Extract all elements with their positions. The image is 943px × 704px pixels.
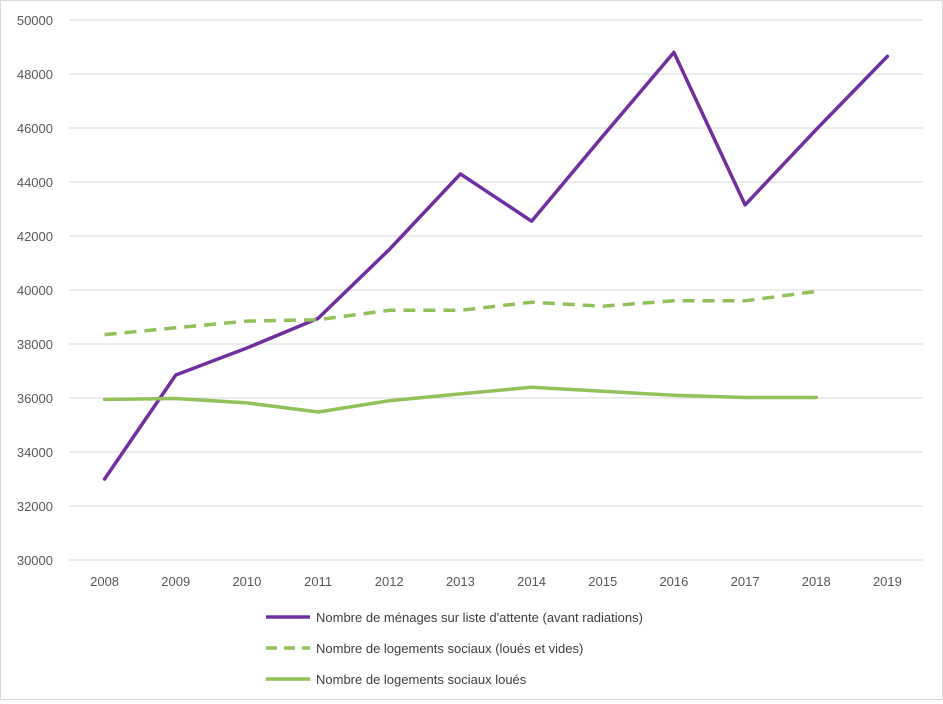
y-tick-label-42000: 42000 [17, 229, 53, 244]
gridlines [69, 19, 923, 561]
y-tick-label-34000: 34000 [17, 445, 53, 460]
y-tick-label-48000: 48000 [17, 67, 53, 82]
x-tick-label-2008: 2008 [90, 574, 119, 589]
legend: Nombre de ménages sur liste d'attente (a… [266, 610, 643, 687]
legend-label-2: Nombre de logements sociaux (loués et vi… [316, 641, 583, 656]
y-tick-label-40000: 40000 [17, 283, 53, 298]
legend-label-3: Nombre de logements sociaux loués [316, 672, 527, 687]
y-tick-label-44000: 44000 [17, 175, 53, 190]
x-tick-label-2011: 2011 [304, 574, 332, 589]
y-axis-tick-labels: 30000 32000 34000 36000 38000 40000 42000 44000… [17, 13, 53, 568]
series-line-1 [102, 50, 890, 481]
y-tick-label-30000: 30000 [17, 553, 53, 568]
y-tick-label-46000: 46000 [17, 121, 53, 136]
y-tick-label-50000: 50000 [17, 13, 53, 28]
x-tick-label-2010: 2010 [232, 574, 261, 589]
y-tick-label-36000: 36000 [17, 391, 53, 406]
y-tick-label-32000: 32000 [17, 499, 53, 514]
x-tick-label-2015: 2015 [588, 574, 617, 589]
x-axis-tick-labels: 2008 2009 2010 2011 2012 2013 2014 2015 2016 2017… [90, 574, 902, 589]
y-tick-label-38000: 38000 [17, 337, 53, 352]
legend-label-1: Nombre de ménages sur liste d'attente (a… [316, 610, 643, 625]
x-tick-label-2014: 2014 [517, 574, 546, 589]
x-tick-label-2016: 2016 [659, 574, 688, 589]
x-tick-label-2017: 2017 [731, 574, 760, 589]
series-lines [102, 50, 890, 481]
x-tick-label-2019: 2019 [873, 574, 902, 589]
x-tick-label-2018: 2018 [802, 574, 831, 589]
series-line-3 [102, 385, 819, 414]
x-tick-label-2013: 2013 [446, 574, 475, 589]
x-tick-label-2009: 2009 [161, 574, 190, 589]
series-line-2 [104, 289, 817, 337]
x-tick-label-2012: 2012 [375, 574, 404, 589]
